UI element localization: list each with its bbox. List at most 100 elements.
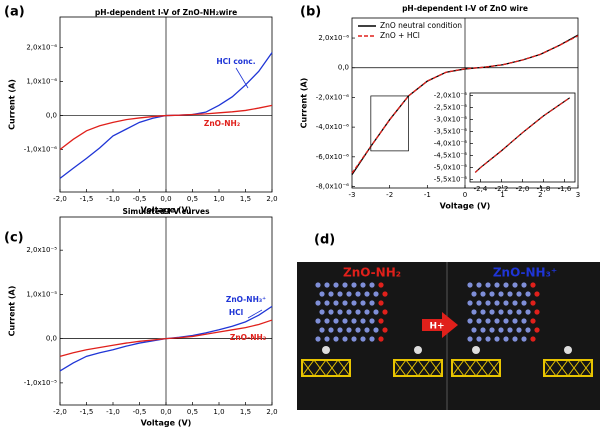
chart-title: pH-dependent I-V of ZnO wire: [402, 4, 528, 13]
atom: [328, 309, 334, 315]
x-tick-label: -1,5: [80, 408, 94, 416]
atom: [467, 300, 473, 306]
atom: [382, 309, 388, 315]
x-tick-label: 2,0: [266, 408, 277, 416]
atom: [382, 327, 388, 333]
chart-title: Simulated I-V curves: [122, 207, 210, 216]
electrode-lattice: [579, 359, 593, 377]
electrode-lattice: [337, 359, 351, 377]
x-tick-label: -1,5: [80, 195, 94, 203]
x-tick-label: 2: [538, 191, 542, 199]
atom: [485, 318, 491, 324]
atom: [369, 336, 375, 342]
y-axis-label: Current (A): [8, 286, 17, 337]
diagram-background: [297, 262, 600, 410]
x-tick-label: -0,5: [133, 408, 147, 416]
y-tick-label: -2,0x10⁻⁶: [434, 91, 467, 99]
series-line: [351, 35, 579, 174]
atom: [333, 318, 339, 324]
atom: [328, 291, 334, 297]
y-tick-label: -4,0x10⁻⁶: [434, 140, 467, 148]
inset-frame: [469, 92, 576, 183]
electrode-lattice: [543, 359, 557, 377]
atom: [342, 336, 348, 342]
atom: [503, 282, 509, 288]
diagram: [297, 262, 600, 410]
atom: [480, 309, 486, 315]
x-tick-label: 0,0: [160, 195, 171, 203]
atom: [467, 336, 473, 342]
atom: [315, 318, 321, 324]
x-tick-label: -1: [424, 191, 431, 199]
y-tick-label: -1,0x10⁻⁶: [24, 146, 57, 154]
y-tick-label: -2,5x10⁻⁶: [434, 103, 467, 111]
atom: [315, 300, 321, 306]
atom: [498, 309, 504, 315]
atom: [521, 282, 527, 288]
atom: [485, 300, 491, 306]
y-tick-label: -5,5x10⁻⁶: [434, 176, 467, 184]
chart-title: pH-dependent I-V of ZnO-NH₂wire: [95, 8, 237, 17]
atom: [534, 291, 540, 297]
atom: [364, 327, 370, 333]
atom: [525, 291, 531, 297]
atom: [534, 309, 540, 315]
x-tick-label: 0: [463, 191, 467, 199]
series-line: [59, 319, 273, 357]
atom: [485, 336, 491, 342]
atom: [494, 300, 500, 306]
electrode-lattice: [567, 359, 581, 377]
y-tick-label: 0,0: [46, 335, 57, 343]
y-axis-label: Current (A): [300, 78, 309, 129]
atom: [315, 282, 321, 288]
annotation: HCl: [229, 308, 243, 317]
x-tick-label: 1,0: [213, 195, 224, 203]
atom: [319, 327, 325, 333]
atom: [494, 282, 500, 288]
atom: [351, 282, 357, 288]
atom: [521, 300, 527, 306]
atom: [342, 282, 348, 288]
electrode-lattice: [313, 359, 327, 377]
molecule: [414, 346, 422, 354]
y-tick-label: 2,0x10⁻⁶: [26, 44, 57, 52]
atom: [333, 282, 339, 288]
atom: [480, 291, 486, 297]
x-tick-label: -1,6: [558, 185, 572, 193]
x-tick-label: 0,0: [160, 408, 171, 416]
atom: [319, 291, 325, 297]
x-tick-label: -1,8: [537, 185, 551, 193]
panel-label: (c): [4, 231, 24, 246]
atom: [530, 318, 536, 324]
x-tick-label: -2,0: [53, 408, 67, 416]
atom: [324, 336, 330, 342]
atom: [516, 327, 522, 333]
atom: [503, 336, 509, 342]
y-tick-label: -3,0x10⁻⁶: [434, 115, 467, 123]
panel-label: (a): [4, 5, 25, 20]
atom: [333, 300, 339, 306]
atom: [355, 291, 361, 297]
x-tick-label: 1: [500, 191, 504, 199]
atom: [530, 282, 536, 288]
y-tick-label: -2,0x10⁻⁶: [316, 93, 349, 101]
molecule: [472, 346, 480, 354]
y-tick-label: -5,0x10⁻⁶: [434, 164, 467, 172]
atom: [333, 336, 339, 342]
atom: [516, 309, 522, 315]
electrode-lattice: [429, 359, 443, 377]
x-tick-label: -2: [386, 191, 393, 199]
x-tick-label: 0,5: [187, 408, 198, 416]
electrode-lattice: [463, 359, 477, 377]
x-tick-label: -1,0: [106, 408, 120, 416]
atom: [471, 327, 477, 333]
x-tick-label: 1,0: [213, 408, 224, 416]
y-tick-label: 1,0x10⁻⁶: [26, 78, 57, 86]
atom: [324, 300, 330, 306]
y-tick-label: -8,0x10⁻⁶: [316, 183, 349, 191]
arrow-label: H+: [429, 322, 444, 332]
y-tick-label: -1,0x10⁻⁵: [24, 379, 57, 387]
atom: [476, 336, 482, 342]
y-tick-label: 0,0: [46, 112, 57, 120]
atom: [319, 309, 325, 315]
